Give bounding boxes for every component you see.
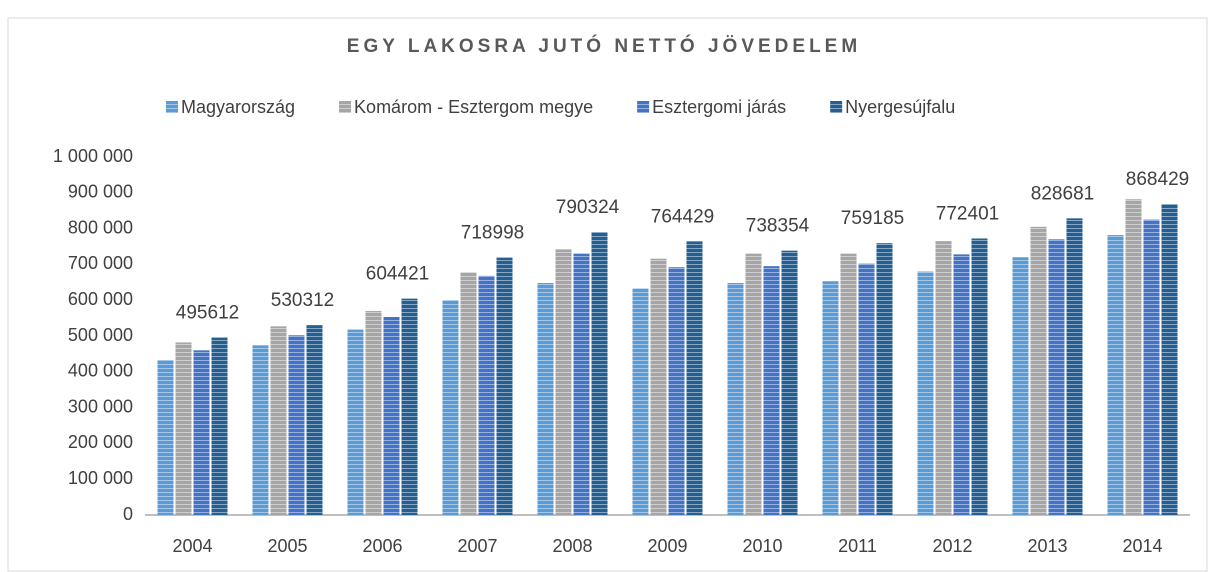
bar (917, 271, 934, 515)
bar (632, 288, 649, 515)
bar (537, 283, 554, 515)
data-label: 764429 (651, 206, 714, 227)
legend-swatch (830, 101, 843, 113)
x-tick-label: 2004 (172, 536, 212, 556)
bar (157, 359, 174, 515)
x-tick-label: 2006 (362, 536, 402, 556)
bar (211, 337, 228, 515)
bar (745, 253, 762, 515)
data-label: 718998 (461, 223, 524, 244)
bar (478, 275, 495, 515)
bar (686, 241, 703, 515)
y-tick-label: 600 000 (68, 289, 133, 309)
bar (935, 241, 952, 515)
data-label: 604421 (366, 264, 429, 285)
chart-title: EGY LAKOSRA JUTÓ NETTÓ JÖVEDELEM (347, 35, 861, 57)
bar (1107, 235, 1124, 515)
bar (442, 300, 459, 515)
y-tick-label: 300 000 (68, 396, 133, 416)
bar (496, 257, 513, 515)
legend-label: Komárom - Esztergom megye (354, 97, 593, 117)
bar (971, 238, 988, 515)
data-label: 759185 (841, 208, 904, 229)
bar (727, 283, 744, 515)
bar (573, 253, 590, 515)
x-tick-label: 2008 (552, 536, 592, 556)
bar (1161, 204, 1178, 515)
x-tick-label: 2013 (1027, 536, 1067, 556)
bar (383, 317, 400, 515)
data-label: 772401 (936, 203, 999, 224)
y-tick-label: 700 000 (68, 253, 133, 273)
bar (252, 345, 269, 515)
data-label: 530312 (271, 290, 334, 311)
legend-swatch (339, 101, 352, 113)
y-tick-label: 500 000 (68, 325, 133, 345)
bar (365, 310, 382, 515)
bar (1030, 226, 1047, 515)
bar (1012, 257, 1029, 515)
data-label: 495612 (176, 303, 239, 324)
x-tick-label: 2010 (742, 536, 782, 556)
data-label: 828681 (1031, 183, 1094, 204)
legend-label: Nyergesújfalu (845, 97, 955, 117)
bar (668, 267, 685, 515)
x-tick-label: 2007 (457, 536, 497, 556)
y-tick-label: 400 000 (68, 361, 133, 381)
legend-swatch (166, 101, 178, 113)
bar (401, 298, 418, 515)
y-tick-label: 800 000 (68, 217, 133, 237)
bar (650, 258, 667, 515)
legend-swatch (637, 101, 650, 113)
bar (840, 253, 857, 515)
data-label: 868429 (1126, 169, 1189, 190)
data-label: 790324 (556, 197, 620, 218)
bar (876, 243, 893, 515)
y-tick-label: 100 000 (68, 468, 133, 488)
legend-label: Magyarország (181, 97, 295, 117)
bar (1048, 239, 1065, 515)
bar (555, 249, 572, 515)
bar (1125, 199, 1142, 515)
x-tick-label: 2009 (647, 536, 687, 556)
bar (858, 263, 875, 515)
bar (763, 266, 780, 515)
y-tick-label: 1 000 000 (53, 146, 133, 166)
bar (288, 335, 305, 515)
bar (822, 281, 839, 515)
bar (347, 329, 364, 515)
bar (460, 272, 477, 515)
bar (193, 350, 210, 515)
bar (306, 325, 323, 515)
bar (1066, 218, 1083, 515)
y-tick-label: 200 000 (68, 432, 133, 452)
legend-label: Esztergomi járás (652, 97, 786, 117)
y-tick-label: 900 000 (68, 182, 133, 202)
x-tick-label: 2005 (267, 536, 307, 556)
bar (270, 326, 287, 515)
x-tick-label: 2011 (838, 536, 877, 556)
x-tick-label: 2014 (1122, 536, 1162, 556)
bar (175, 342, 192, 515)
bar (953, 254, 970, 515)
x-tick-label: 2012 (932, 536, 972, 556)
data-label: 738354 (746, 216, 810, 237)
bar (591, 232, 608, 515)
bar (1143, 219, 1160, 515)
y-tick-label: 0 (123, 504, 133, 524)
bar (781, 250, 798, 516)
